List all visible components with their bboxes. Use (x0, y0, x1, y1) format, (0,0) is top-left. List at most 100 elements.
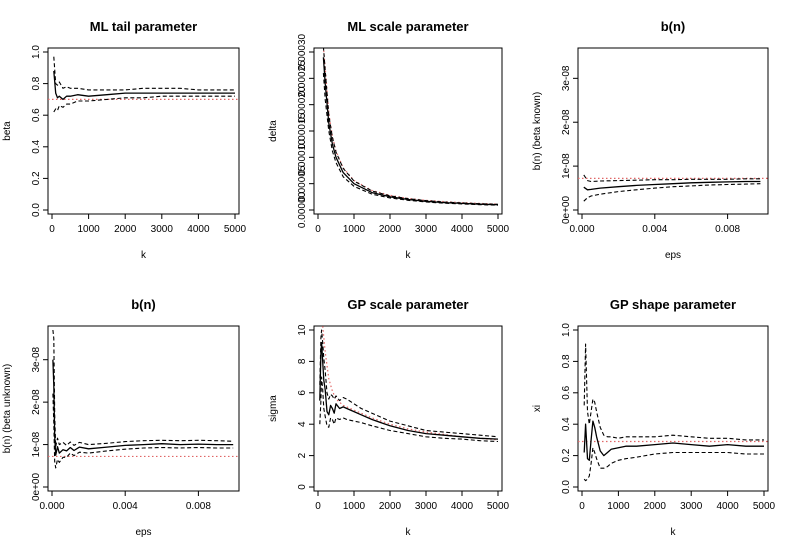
x-axis-label: k (141, 250, 147, 261)
x-tick-label: 0 (315, 224, 321, 235)
x-axis-label: eps (135, 527, 151, 538)
y-tick-label: 8 (297, 358, 308, 364)
panel-title: ML tail parameter (90, 19, 197, 34)
x-tick-label: 5000 (487, 501, 510, 512)
panel-gp-scale: GP scale parameter k sigma 0 1000 2000 3000… (268, 297, 510, 538)
y-tick-label: 4 (297, 421, 308, 427)
x-tick-label: 2000 (379, 224, 402, 235)
x-tick-label: 2000 (379, 501, 402, 512)
estimate-line (583, 420, 764, 461)
plot-frame (313, 325, 503, 492)
confidence-band-lower (583, 447, 764, 482)
y-tick-label: 0.2 (561, 448, 572, 462)
y-tick-label: 1.0 (31, 45, 42, 59)
x-axis-label: k (406, 527, 412, 538)
y-tick-label: 0.00005 (297, 165, 308, 202)
y-tick-label: 0 (297, 484, 308, 490)
estimate-line (52, 359, 234, 456)
x-tick-label: 0.004 (113, 501, 138, 512)
x-tick-label: 1000 (607, 501, 630, 512)
y-tick-label: 0.00025 (297, 60, 308, 97)
y-tick-label: 0.8 (31, 76, 42, 90)
confidence-band-upper (53, 56, 235, 91)
plot-area (48, 329, 239, 469)
x-axis-label: k (406, 250, 412, 261)
x-tick-label: 0 (49, 224, 55, 235)
y-tick-label: 1.0 (561, 323, 572, 337)
y-axis-label: beta (2, 121, 13, 141)
y-axis-label: delta (268, 120, 279, 142)
plot-frame (577, 47, 769, 215)
y-axis-label: b(n) (beta unknown) (2, 364, 13, 454)
x-tick-label: 3000 (680, 501, 703, 512)
x-tick-label: 5000 (753, 501, 776, 512)
confidence-band-lower (583, 183, 761, 202)
confidence-band-upper (583, 174, 761, 183)
x-tick-label: 0.008 (186, 501, 211, 512)
panel-title: GP shape parameter (610, 297, 736, 312)
y-tick-label: 2 (297, 452, 308, 458)
y-tick-label: 3e-08 (561, 65, 572, 91)
confidence-band-upper (583, 343, 764, 441)
x-tick-label: 1000 (343, 224, 366, 235)
panel-bn-beta-known: b(n) eps b(n) (beta known) 0.000 0.004 0.0… (532, 19, 769, 261)
y-tick-label: 0.6 (561, 385, 572, 399)
x-tick-label: 5000 (224, 224, 247, 235)
panel-title: ML scale parameter (347, 19, 468, 34)
y-tick-label: 0.00010 (297, 139, 308, 176)
y-tick-label: 0.00000 (297, 191, 308, 228)
panel-title: b(n) (131, 297, 156, 312)
x-tick-label: 4000 (187, 224, 210, 235)
estimate-line (319, 341, 499, 440)
y-tick-label: 0.00015 (297, 112, 308, 149)
x-tick-label: 4000 (716, 501, 739, 512)
x-tick-label: 0.000 (569, 224, 594, 235)
y-tick-label: 0.4 (31, 139, 42, 153)
y-tick-label: 0.2 (31, 171, 42, 185)
y-tick-label: 1e-08 (31, 431, 42, 457)
y-tick-label: 1e-08 (561, 153, 572, 179)
x-tick-label: 0.008 (715, 224, 740, 235)
plot-frame (313, 47, 503, 215)
y-axis-label: sigma (268, 395, 279, 422)
reference-curve (322, 326, 499, 441)
x-axis-label: k (671, 527, 677, 538)
y-tick-label: 0.6 (31, 108, 42, 122)
y-tick-label: 0.8 (561, 354, 572, 368)
confidence-band-lower (319, 376, 499, 443)
y-tick-label: 0e+00 (561, 196, 572, 225)
y-tick-label: 0e+00 (31, 473, 42, 502)
confidence-band-upper (319, 329, 499, 438)
plot-frame (47, 325, 240, 492)
y-tick-label: 6 (297, 390, 308, 396)
x-tick-label: 0.004 (642, 224, 667, 235)
y-tick-label: 0.00030 (297, 33, 308, 70)
x-tick-label: 1000 (343, 501, 366, 512)
x-tick-label: 4000 (451, 224, 474, 235)
y-tick-label: 0.0 (31, 203, 42, 217)
estimate-line (53, 70, 235, 101)
y-tick-label: 2e-08 (561, 109, 572, 135)
plot-area (578, 174, 768, 202)
plot-area (578, 343, 768, 482)
y-axis-label: xi (532, 405, 543, 412)
y-tick-label: 0.4 (561, 417, 572, 431)
panel-title: b(n) (661, 19, 686, 34)
x-axis-label: eps (665, 250, 681, 261)
confidence-band-lower (53, 95, 235, 113)
x-tick-label: 2000 (114, 224, 137, 235)
confidence-band-upper (52, 329, 234, 448)
x-tick-label: 0 (315, 501, 321, 512)
x-tick-label: 3000 (415, 224, 438, 235)
x-tick-label: 5000 (487, 224, 510, 235)
estimate-line (583, 180, 761, 191)
x-tick-label: 0 (579, 501, 585, 512)
plot-area (319, 326, 499, 443)
y-tick-label: 3e-08 (31, 346, 42, 372)
plot-area (322, 48, 499, 206)
y-tick-label: 10 (297, 324, 308, 336)
y-tick-label: 2e-08 (31, 389, 42, 415)
plot-area (48, 56, 239, 113)
x-tick-label: 4000 (451, 501, 474, 512)
